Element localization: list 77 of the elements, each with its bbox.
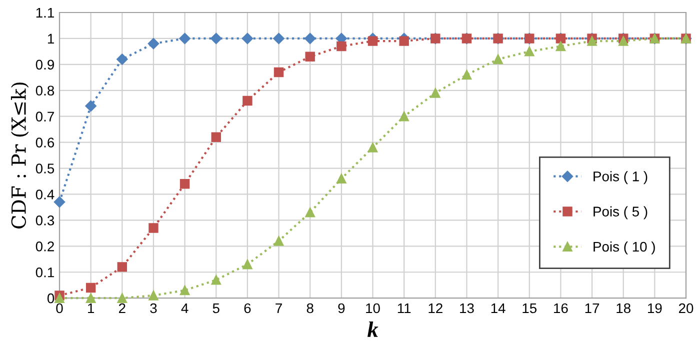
- point: [336, 174, 346, 184]
- point: [274, 236, 284, 246]
- point: [211, 275, 221, 285]
- x-axis-title: k: [368, 321, 378, 337]
- x-tick-label: 18: [616, 303, 630, 314]
- y-tick-label: 0: [47, 293, 54, 304]
- point: [179, 32, 190, 44]
- x-tick-label: 5: [212, 303, 220, 314]
- y-tick-label: 1.1: [36, 8, 54, 18]
- x-tick-label: 10: [366, 303, 380, 314]
- y-tick-label: 0.7: [36, 112, 54, 122]
- y-tick-label: 0.5: [36, 164, 54, 174]
- x-tick-label: 13: [460, 303, 474, 314]
- point: [336, 41, 346, 52]
- y-axis-title: CDF : Pr (X≤k): [10, 82, 29, 228]
- point: [210, 32, 222, 44]
- point: [618, 36, 628, 46]
- point: [399, 111, 409, 122]
- point: [304, 32, 316, 44]
- point: [368, 142, 378, 152]
- x-tick-label: 12: [428, 303, 442, 314]
- point: [148, 223, 158, 233]
- point: [587, 36, 597, 46]
- point: [493, 54, 503, 64]
- point: [242, 259, 252, 270]
- x-tick-label: 8: [306, 303, 314, 314]
- x-tick-label: 11: [398, 303, 411, 314]
- point: [54, 196, 66, 208]
- x-tick-label: 15: [522, 303, 537, 314]
- point: [116, 54, 128, 65]
- x-tick-label: 6: [244, 303, 251, 314]
- point: [462, 70, 472, 80]
- legend-label: Pois ( 1 ): [594, 171, 648, 184]
- x-tick-label: 9: [338, 303, 345, 314]
- x-tick-label: 4: [181, 303, 188, 314]
- legend-label: Pois ( 5 ): [594, 206, 648, 220]
- x-tick-label: 19: [648, 303, 662, 314]
- x-tick-label: 16: [554, 303, 568, 314]
- point: [54, 293, 64, 303]
- point: [305, 52, 315, 62]
- y-tick-label: 0.4: [36, 190, 54, 200]
- y-tick-label: 0.9: [36, 60, 54, 70]
- point: [305, 208, 315, 218]
- point: [430, 88, 440, 98]
- x-tick-label: 20: [678, 303, 694, 314]
- point: [117, 262, 128, 272]
- point: [273, 32, 284, 44]
- point: [86, 293, 96, 303]
- point: [556, 41, 566, 52]
- x-tick-label: 14: [491, 303, 506, 314]
- y-tick-label: 0.1: [36, 267, 54, 278]
- y-tick-label: 0.8: [36, 86, 54, 96]
- point: [242, 32, 254, 44]
- point: [524, 46, 534, 56]
- y-tick-label: 0.2: [36, 242, 54, 252]
- y-tick-label: 0.3: [36, 216, 54, 226]
- point: [86, 282, 96, 293]
- point: [368, 36, 378, 46]
- point: [211, 132, 221, 142]
- point: [399, 36, 409, 46]
- x-tick-label: 1: [88, 303, 94, 314]
- point: [242, 96, 252, 106]
- y-tick-label: 1: [48, 34, 54, 44]
- point: [148, 290, 158, 300]
- point: [85, 100, 96, 112]
- x-tick-label: 17: [585, 303, 600, 314]
- point: [274, 67, 284, 78]
- point: [180, 178, 190, 189]
- x-tick-label: 3: [150, 303, 157, 314]
- y-tick-label: 0.6: [36, 138, 54, 148]
- point: [117, 293, 128, 303]
- legend-label: Pois ( 10 ): [594, 241, 655, 254]
- x-tick-label: 7: [276, 303, 282, 314]
- x-tick-label: 0: [56, 303, 63, 314]
- point: [148, 38, 160, 50]
- x-tick-label: 2: [118, 303, 126, 314]
- point: [180, 285, 190, 296]
